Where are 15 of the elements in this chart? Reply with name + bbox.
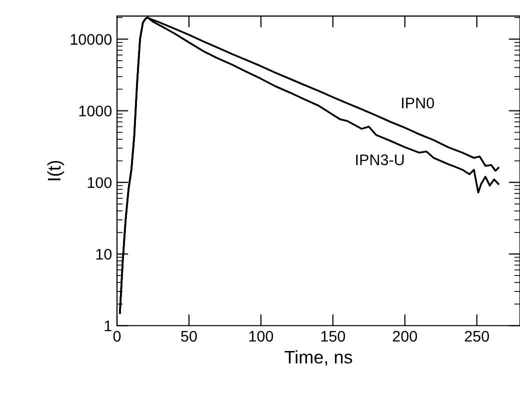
y-tick-label: 100 <box>88 177 112 188</box>
y-tick-label: 10 <box>96 248 112 260</box>
y-tick-label: 1 <box>104 320 112 332</box>
y-tick-label: 10000 <box>70 34 112 45</box>
y-tick-label: 1000 <box>79 106 112 116</box>
x-tick-label: 100 <box>249 330 274 342</box>
x-tick-label: 0 <box>113 330 121 342</box>
x-tick-label: 50 <box>181 330 197 342</box>
x-tick-label: 200 <box>392 330 418 342</box>
x-tick-label: 250 <box>464 330 489 342</box>
series-label: IPN3-U <box>356 154 404 166</box>
series-label: IPN0 <box>402 98 434 108</box>
y-axis-title: I(t) <box>47 160 64 180</box>
x-tick-label: 150 <box>321 330 346 342</box>
x-axis-title: Time, ns <box>284 350 352 366</box>
